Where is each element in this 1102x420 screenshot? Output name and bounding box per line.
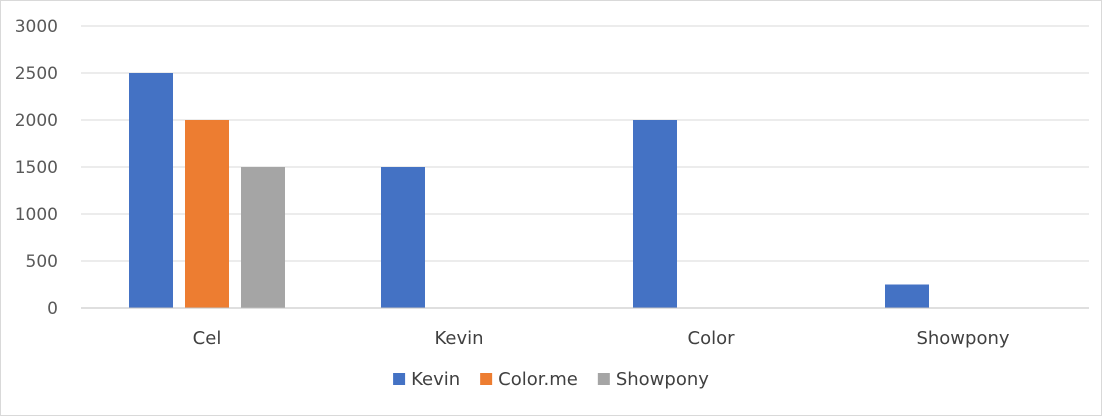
legend-item-kevin: Kevin [393, 369, 460, 390]
legend-label: Color.me [498, 369, 578, 390]
y-tick-label: 1000 [15, 205, 58, 225]
x-category-label: Cel [193, 328, 222, 349]
legend-label: Kevin [411, 369, 460, 390]
x-axis-labels: Cel Kevin Color Showpony [193, 328, 1010, 349]
legend-item-color-me: Color.me [480, 369, 578, 390]
legend-swatch [597, 373, 610, 385]
legend: Kevin Color.me Showpony [393, 369, 709, 390]
bar-kevin-cel [129, 73, 173, 308]
bar-color-me-cel [185, 120, 229, 308]
y-tick-label: 2500 [15, 64, 58, 84]
gridlines [81, 25, 1089, 262]
x-category-label: Kevin [434, 328, 483, 349]
bar-showpony-cel [241, 167, 285, 308]
bar-kevin-showpony [885, 284, 929, 308]
y-tick-label: 0 [47, 299, 58, 319]
legend-swatch [480, 373, 493, 385]
bars [129, 73, 929, 308]
y-tick-label: 2000 [15, 111, 58, 131]
y-axis-ticks: 0 500 1000 1500 2000 2500 3000 [15, 17, 58, 319]
x-category-label: Color [688, 328, 736, 349]
y-tick-label: 500 [26, 252, 58, 272]
bar-kevin-color [633, 120, 677, 308]
legend-label: Showpony [616, 369, 709, 390]
bar-kevin-kevin [381, 167, 425, 308]
x-category-label: Showpony [916, 328, 1009, 349]
legend-swatch [393, 373, 406, 385]
legend-item-showpony: Showpony [597, 369, 709, 390]
y-tick-label: 3000 [15, 17, 58, 37]
y-tick-label: 1500 [15, 158, 58, 178]
